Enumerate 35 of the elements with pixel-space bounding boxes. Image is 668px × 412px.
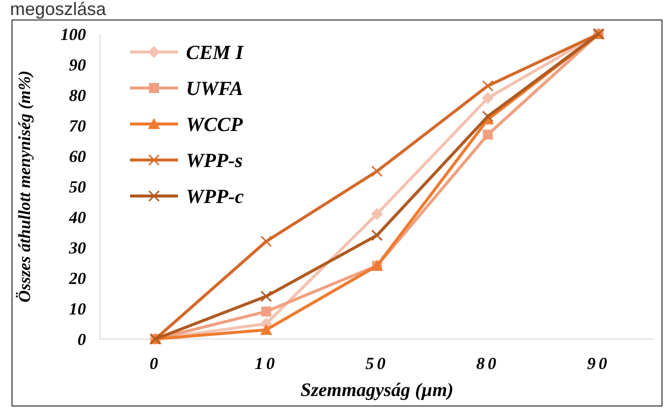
y-tick-label: 40 [68, 208, 86, 227]
point [482, 92, 494, 104]
point [371, 208, 383, 220]
point [260, 324, 272, 335]
legend-label: WCCP [186, 114, 244, 136]
y-tick-label: 0 [78, 330, 86, 349]
y-tick-label: 10 [69, 299, 86, 318]
x-tick-label: 80 [476, 354, 500, 373]
point [260, 290, 272, 302]
legend-label: UWFA [186, 78, 244, 100]
point [260, 236, 272, 248]
text: megoszlása [10, 0, 108, 19]
x-tick-label: 0 [150, 354, 162, 373]
y-tick-label: 90 [69, 55, 86, 74]
point [261, 306, 272, 317]
legend-label: CEM I [186, 42, 244, 64]
y-tick-label: 80 [69, 86, 86, 105]
y-tick-label: 70 [69, 116, 86, 136]
legend-label: WPP-s [186, 150, 243, 172]
point [371, 230, 383, 242]
y-tick-label: 30 [68, 238, 86, 258]
legend-label: WPP-c [186, 186, 244, 208]
point [482, 80, 494, 92]
point [371, 166, 383, 177]
x-axis-title: Szemmagyság (µm) [300, 380, 454, 401]
y-tick-label: 20 [68, 268, 86, 288]
x-tick-label: 50 [366, 354, 388, 373]
point [482, 110, 494, 122]
y-tick-label: 50 [69, 177, 86, 196]
point [482, 130, 493, 140]
x-tick-label: 90 [587, 354, 610, 373]
y-tick-label: 60 [69, 146, 86, 166]
x-tick-label: 10 [254, 354, 278, 373]
y-tick-label: 100 [60, 24, 86, 44]
y-axis-title: Összes áthullott menyniség (m%) [15, 70, 34, 302]
